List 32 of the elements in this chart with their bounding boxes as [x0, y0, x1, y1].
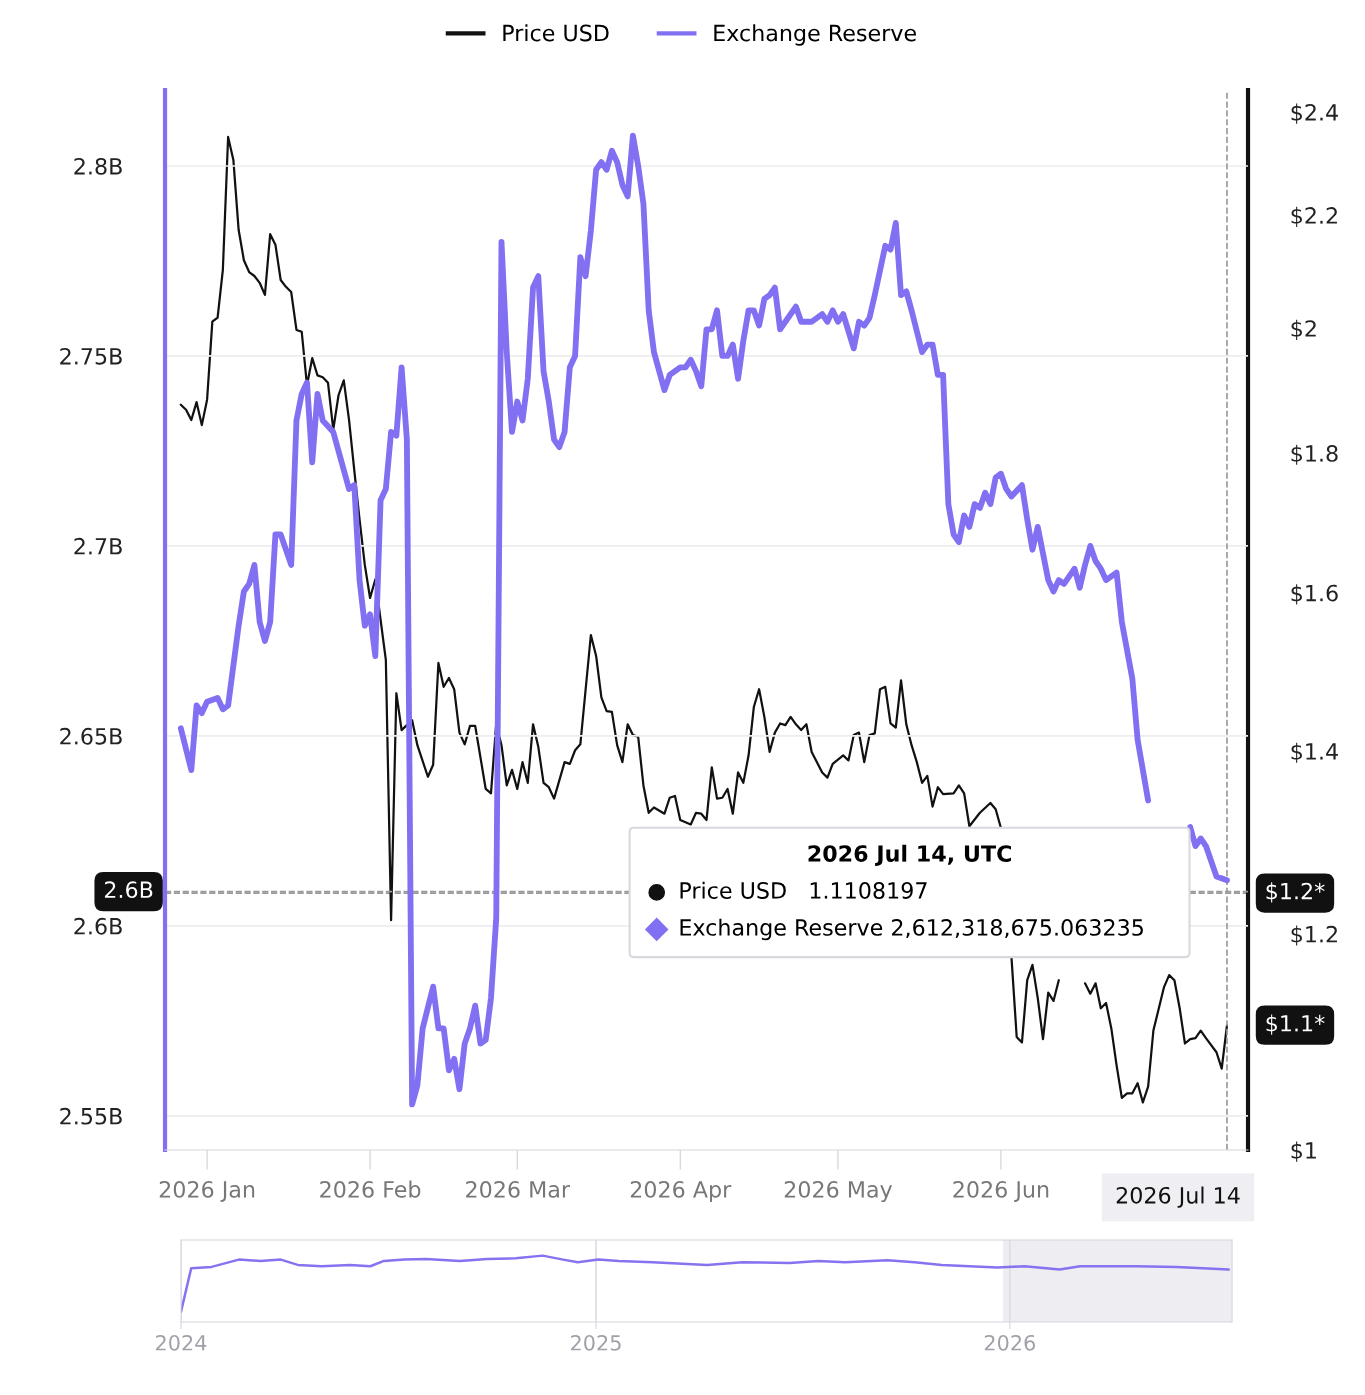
y2-tick-label: $2.2	[1291, 206, 1337, 227]
x-tick-label: 2025	[570, 1334, 621, 1351]
text: $1.1*	[1266, 1014, 1325, 1035]
annotation: Exchange Reserve 2,612,318,675.063235	[680, 918, 1143, 941]
y-tick-label: 2.65B	[60, 727, 122, 745]
y2-tick-label: $1.2	[1291, 925, 1337, 946]
ref-line-label: 2026 Jul 14	[1116, 1186, 1240, 1208]
y-tick-label: 2.75B	[60, 347, 122, 365]
x-tick-label: 2026 Mar	[466, 1180, 571, 1198]
y-tick-label: 2.55B	[60, 1107, 122, 1125]
y2-tick-label: $1.6	[1291, 584, 1338, 605]
annotation: 2026 Jul 14, UTC	[808, 844, 1011, 867]
legend-label: Exchange Reserve	[714, 24, 916, 46]
y-tick-label: 2.8B	[74, 157, 122, 175]
y2-tick-label: $2.4	[1291, 103, 1338, 124]
y-tick-label: 2.6B	[74, 917, 122, 935]
x-tick-label: 2026 Apr	[630, 1180, 732, 1203]
x-tick-label: 2026 Jun	[953, 1180, 1049, 1202]
ref-line-label: 2.6B	[104, 881, 153, 899]
legend-label: Price USD	[503, 24, 609, 42]
x-tick-label: 2026 Jan	[159, 1180, 255, 1202]
y2-tick-label: $1.4	[1291, 742, 1338, 763]
x-tick-label: 2026 May	[784, 1180, 893, 1203]
y2-tick-label: $2	[1291, 319, 1316, 340]
x-tick-label: 2026 Feb	[320, 1180, 421, 1198]
x-tick-label: 2024	[156, 1334, 207, 1351]
ref-line-label: $1.2*	[1266, 882, 1325, 903]
annotation: Price USD 1.1108197	[680, 881, 927, 899]
y2-tick-label: $1.8	[1291, 444, 1338, 465]
x-tick-label: 2026	[984, 1334, 1036, 1351]
y2-tick-label: $1	[1291, 1141, 1316, 1162]
y-tick-label: 2.7B	[74, 537, 122, 555]
